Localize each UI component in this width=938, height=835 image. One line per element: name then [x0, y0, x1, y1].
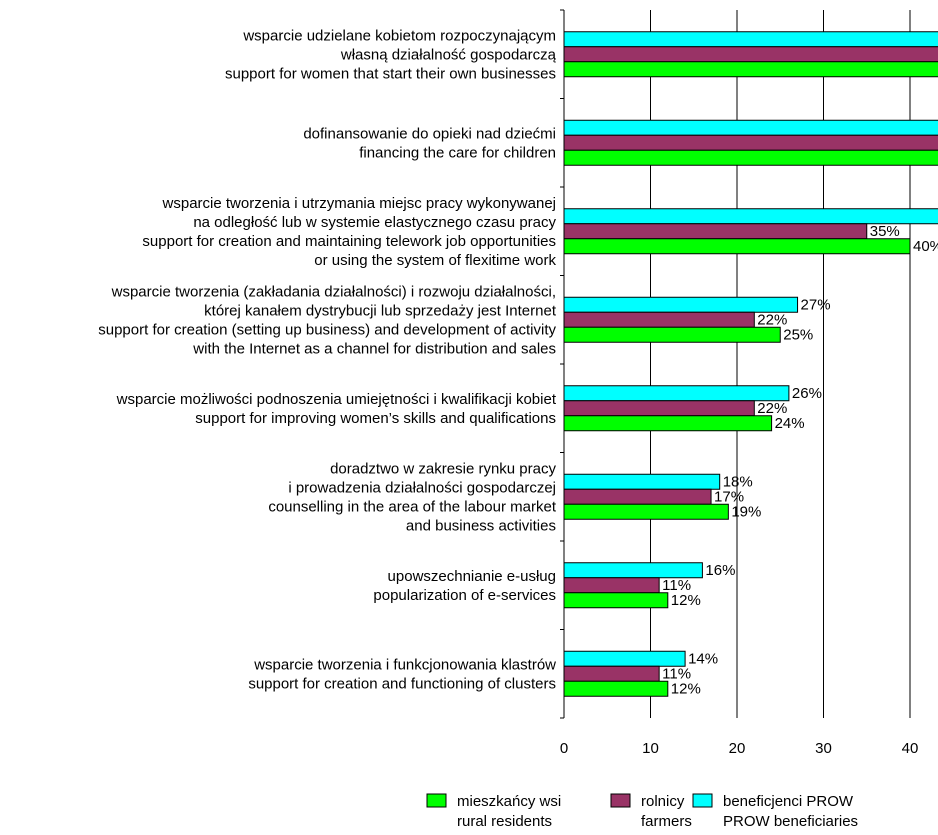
data-label: 12% — [671, 680, 701, 697]
bar — [563, 134, 938, 151]
data-label: 11% — [662, 577, 691, 594]
category-label: support for creation and maintaining tel… — [142, 233, 556, 250]
bar — [563, 223, 868, 240]
data-label: 17% — [714, 488, 744, 505]
category-label: dofinansowanie do opieki nad dziećmi — [303, 125, 556, 142]
bar — [563, 665, 660, 682]
category-label: wsparcie tworzenia (zakładania działalno… — [111, 283, 556, 300]
bar — [563, 562, 703, 579]
data-label: 14% — [688, 650, 718, 667]
bar — [563, 61, 938, 78]
bar — [563, 400, 755, 417]
x-tick-label: 20 — [729, 740, 746, 757]
x-tick-label: 40 — [902, 740, 919, 757]
bar — [563, 592, 669, 609]
category-label: upowszechnianie e-usług — [388, 568, 556, 585]
bar — [563, 503, 729, 520]
data-label: 22% — [757, 311, 787, 328]
bar — [563, 680, 669, 697]
legend-label: farmers — [641, 813, 692, 830]
data-label: 35% — [870, 223, 900, 240]
data-label: 19% — [731, 503, 761, 520]
x-tick-label: 30 — [815, 740, 832, 757]
legend-label: PROW beneficiaries — [723, 813, 858, 830]
category-label: financing the care for children — [359, 144, 556, 161]
data-label: 16% — [705, 562, 735, 579]
data-label: 22% — [757, 400, 787, 417]
legend-swatch — [692, 793, 713, 808]
bar — [563, 577, 660, 594]
category-label: support for creation and functioning of … — [248, 675, 556, 692]
bar — [563, 208, 938, 225]
bar — [563, 311, 755, 328]
legend-swatch — [426, 793, 447, 808]
bar — [563, 385, 790, 402]
x-tick-label: 10 — [642, 740, 659, 757]
bar — [563, 488, 712, 505]
bar — [563, 149, 938, 166]
category-label: wsparcie tworzenia i utrzymania miejsc p… — [162, 195, 556, 212]
category-label: doradztwo w zakresie rynku pracy — [330, 460, 556, 477]
category-label: support for creation (setting up busines… — [98, 321, 556, 338]
category-label: with the Internet as a channel for distr… — [192, 340, 556, 357]
legend-label: mieszkańcy wsi — [457, 793, 561, 810]
data-label: 18% — [723, 473, 753, 490]
bar — [563, 31, 938, 48]
category-label: na odległość lub w systemie elastycznego… — [193, 214, 556, 231]
data-label: 40% — [913, 238, 938, 255]
data-label: 11% — [662, 665, 691, 682]
bar — [563, 415, 773, 432]
category-label: popularization of e-services — [373, 587, 556, 604]
category-label: wsparcie tworzenia i funkcjonowania klas… — [253, 656, 556, 673]
data-label: 27% — [801, 296, 831, 313]
data-label: 25% — [783, 326, 813, 343]
data-label: 24% — [775, 415, 805, 432]
bar — [563, 650, 686, 667]
bar — [563, 238, 911, 255]
category-label: counselling in the area of the labour ma… — [268, 498, 557, 515]
category-label: której kanałem dystrybucji lub sprzedaży… — [204, 302, 557, 319]
legend-swatch — [610, 793, 631, 808]
category-label: wsparcie udzielane kobietom rozpoczynają… — [242, 27, 556, 44]
bar — [563, 119, 938, 136]
category-label: and business activities — [406, 517, 556, 534]
data-label: 12% — [671, 592, 701, 609]
legend-label: beneficjenci PROW — [723, 793, 854, 810]
data-label: 26% — [792, 385, 822, 402]
category-label: support for improving women’s skills and… — [195, 410, 556, 427]
category-label: własną działalność gospodarczą — [340, 46, 557, 63]
bar — [563, 473, 721, 490]
category-label: wsparcie możliwości podnoszenia umiejętn… — [116, 391, 557, 408]
x-tick-label: 0 — [560, 740, 568, 757]
category-label: or using the system of flexitime work — [314, 252, 556, 269]
bar — [563, 296, 799, 313]
bar — [563, 46, 938, 63]
category-label: i prowadzenia działalności gospodarczej — [288, 479, 556, 496]
category-label: support for women that start their own b… — [225, 65, 556, 82]
bar — [563, 326, 781, 343]
legend-label: rolnicy — [641, 793, 685, 810]
legend-label: rural residents — [457, 813, 552, 830]
